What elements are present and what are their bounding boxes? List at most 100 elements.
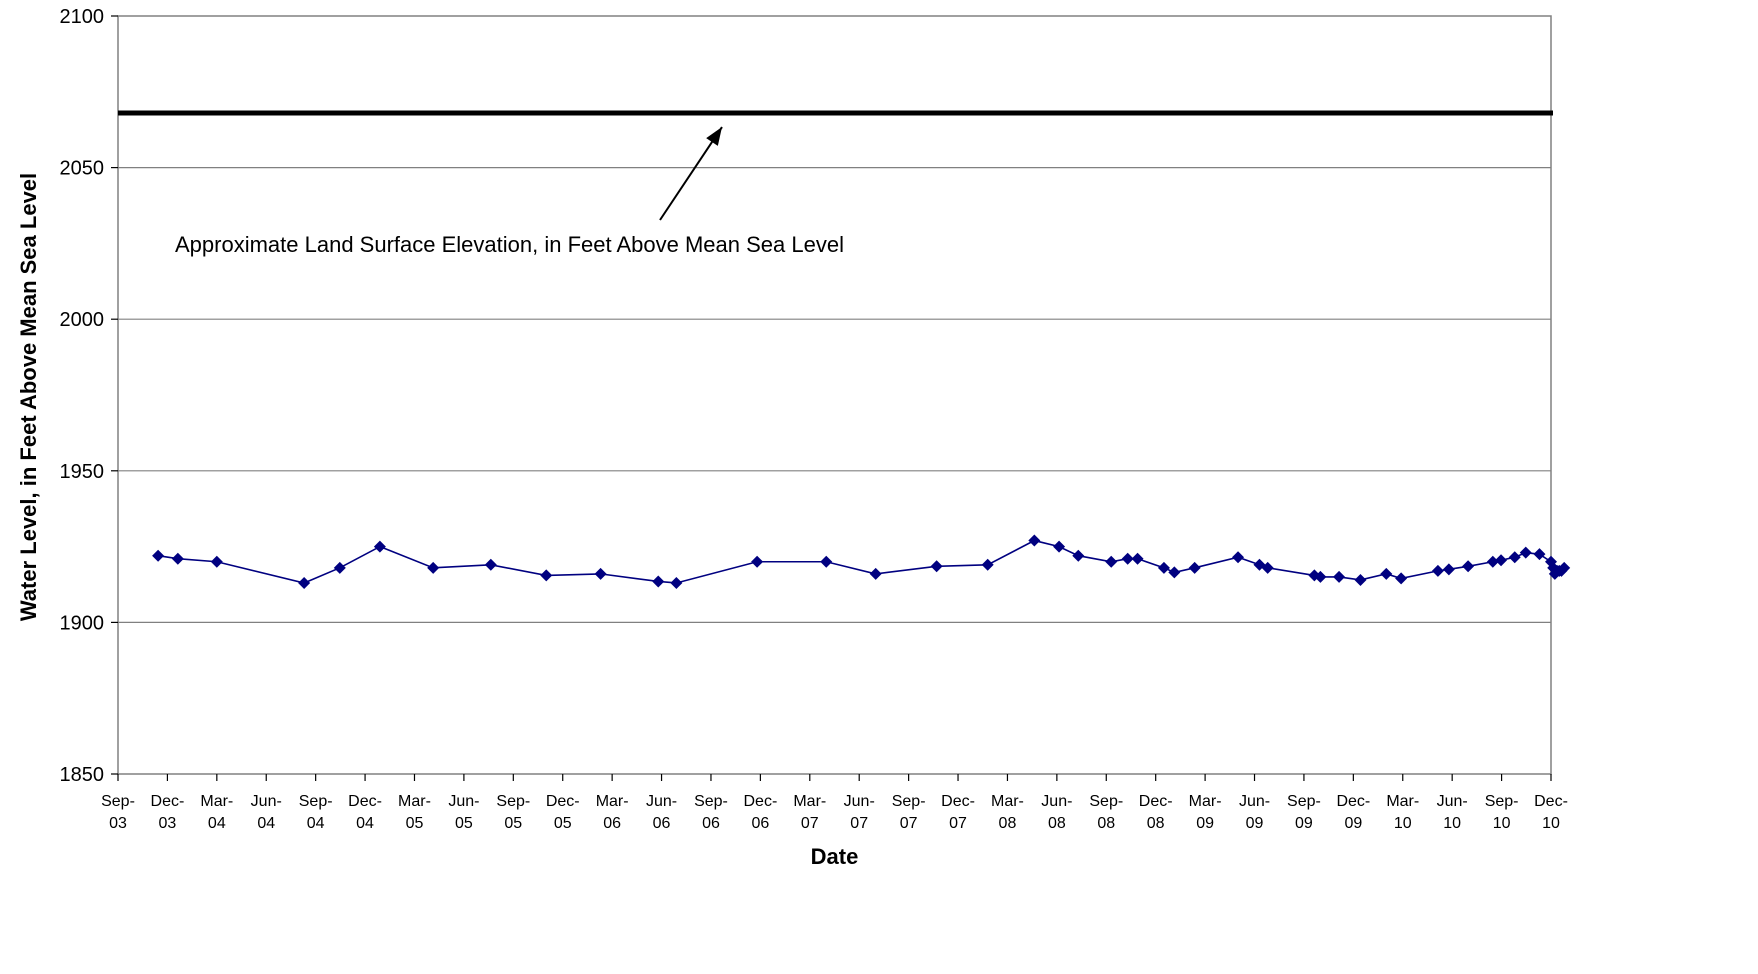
x-tick-label-line: Sep-: [694, 793, 728, 810]
x-tick-label-line: 06: [603, 815, 621, 832]
x-tick-label-line: 08: [999, 815, 1017, 832]
x-tick-label-line: Jun-: [844, 793, 875, 810]
data-point-marker: [1121, 552, 1134, 565]
x-tick-label-line: Mar-: [793, 793, 826, 810]
data-point-marker: [1533, 548, 1546, 561]
plot-frame: [117, 15, 1552, 775]
x-axis-ticks: Sep- 03 Dec- 03 Mar-04 Jun- 04 Sep- 04 Dec- 04 Mar-…: [101, 774, 1568, 832]
data-point-marker: [484, 558, 497, 571]
x-tick-label-line: 04: [307, 815, 325, 832]
data-point-marker: [869, 567, 882, 580]
data-point-marker: [210, 555, 223, 568]
x-tick-label-line: 03: [109, 815, 127, 832]
data-point-marker: [298, 576, 311, 589]
data-point-marker: [1519, 546, 1532, 559]
x-tick-label: Dec- 10: [1534, 793, 1568, 832]
y-tick-label: 1950: [60, 461, 105, 483]
x-tick-label-line: 09: [1246, 815, 1264, 832]
x-tick-label-line: 03: [159, 815, 177, 832]
series-line: [157, 539, 1565, 584]
y-tick-label: 2000: [60, 309, 105, 331]
x-tick-label: Jun- 08: [1041, 793, 1072, 832]
data-point-marker: [820, 555, 833, 568]
data-point-marker: [1354, 573, 1367, 586]
data-point-marker: [1380, 567, 1393, 580]
x-tick-label: Dec- 08: [1139, 793, 1173, 832]
data-point-marker: [171, 552, 184, 565]
x-tick-label-line: Mar-: [200, 793, 233, 810]
x-tick-label-line: Dec-: [743, 793, 777, 810]
x-tick-label-line: 05: [554, 815, 572, 832]
x-tick-label: Jun- 09: [1239, 793, 1270, 832]
x-tick-label: Dec- 06: [743, 793, 777, 832]
x-tick-label-line: Dec-: [348, 793, 382, 810]
x-tick-label: Mar- 10: [1386, 793, 1419, 832]
x-tick-label: Dec- 04: [348, 793, 382, 832]
data-point-marker: [1028, 534, 1041, 547]
data-point-marker: [981, 558, 994, 571]
data-point-marker: [1232, 551, 1245, 564]
x-tick-label-line: Sep-: [1089, 793, 1123, 810]
x-tick-label-line: 09: [1344, 815, 1362, 832]
x-tick-label-line: Sep-: [496, 793, 530, 810]
x-tick-label-line: 05: [504, 815, 522, 832]
data-point-marker: [1508, 551, 1521, 564]
x-tick-label-line: Mar-: [991, 793, 1024, 810]
x-tick-label-line: 10: [1493, 815, 1511, 832]
x-tick-label-line: Mar-: [398, 793, 431, 810]
x-tick-label-line: Jun-: [1437, 793, 1468, 810]
x-tick-label: Sep- 08: [1089, 793, 1123, 832]
data-point-marker: [652, 575, 665, 588]
data-point-marker: [1333, 570, 1346, 583]
x-tick-label-line: Jun-: [646, 793, 677, 810]
x-tick-label: Jun- 05: [448, 793, 479, 832]
x-tick-label: Jun- 07: [844, 793, 875, 832]
x-tick-label-line: 07: [900, 815, 918, 832]
data-point-marker: [1314, 570, 1327, 583]
x-tick-label-line: 08: [1147, 815, 1165, 832]
x-tick-label-line: 04: [257, 815, 275, 832]
x-tick-label-line: Dec-: [1534, 793, 1568, 810]
x-tick-label-line: Sep-: [1485, 793, 1519, 810]
x-tick-label-line: Dec-: [546, 793, 580, 810]
data-point-marker: [427, 561, 440, 574]
x-tick-label: Mar- 08: [991, 793, 1024, 832]
x-tick-label: Mar- 04: [200, 793, 233, 832]
x-tick-label-line: 06: [702, 815, 720, 832]
gridlines: [118, 167, 1551, 624]
x-tick-label: Sep- 06: [694, 793, 728, 832]
x-tick-label: Dec- 07: [941, 793, 975, 832]
x-tick-label: Jun- 10: [1437, 793, 1468, 832]
x-tick-label-line: 07: [850, 815, 868, 832]
x-axis-title: Date: [811, 844, 859, 869]
y-tick-label: 1900: [60, 612, 105, 634]
x-tick-label-line: Dec-: [1139, 793, 1173, 810]
x-tick-label-line: 06: [751, 815, 769, 832]
x-tick-label: Mar- 07: [793, 793, 826, 832]
x-tick-label-line: Sep-: [892, 793, 926, 810]
data-point-marker: [1495, 554, 1508, 567]
data-point-marker: [670, 576, 683, 589]
data-point-marker: [1395, 572, 1408, 585]
x-tick-label-line: 05: [406, 815, 424, 832]
data-point-marker: [930, 560, 943, 573]
data-point-marker: [594, 567, 607, 580]
x-tick-label-line: 09: [1295, 815, 1313, 832]
data-point-marker: [1157, 561, 1170, 574]
data-point-marker: [333, 561, 346, 574]
data-point-marker: [1131, 552, 1144, 565]
x-tick-label-line: Sep-: [1287, 793, 1321, 810]
x-tick-label-line: 04: [356, 815, 374, 832]
data-point-marker: [1261, 561, 1274, 574]
x-tick-label-line: Sep-: [101, 793, 135, 810]
y-tick-label: 2050: [60, 158, 105, 180]
x-tick-label: Mar- 06: [596, 793, 629, 832]
annotation-arrow-head: [706, 127, 722, 146]
x-tick-label-line: 07: [801, 815, 819, 832]
x-tick-label-line: 08: [1048, 815, 1066, 832]
data-point-marker: [1168, 566, 1181, 579]
x-tick-label-line: Mar-: [1386, 793, 1419, 810]
x-tick-label-line: 10: [1542, 815, 1560, 832]
data-point-marker: [1053, 540, 1066, 553]
